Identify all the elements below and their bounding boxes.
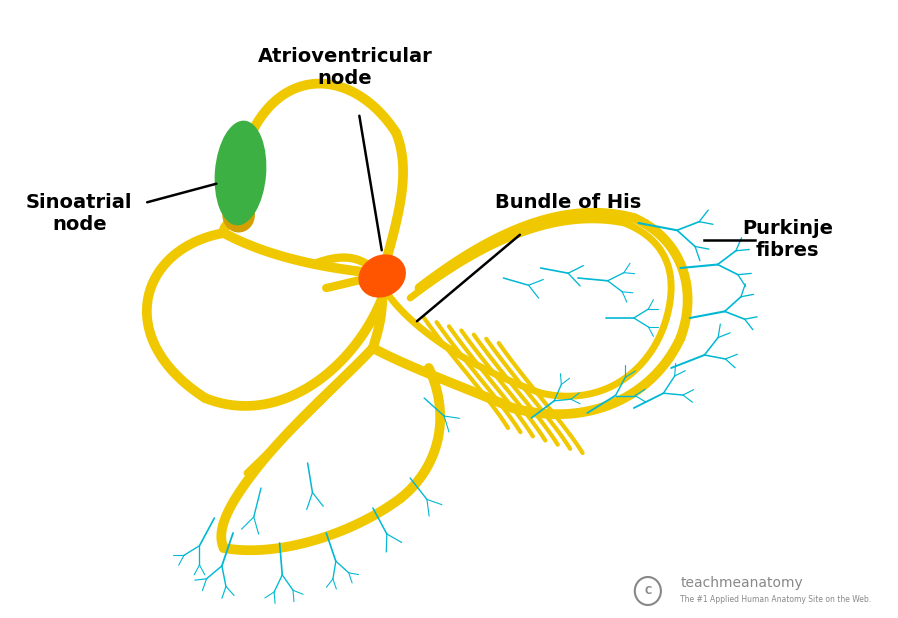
Text: teachmeanatomy: teachmeanatomy <box>681 576 803 590</box>
Text: The #1 Applied Human Anatomy Site on the Web.: The #1 Applied Human Anatomy Site on the… <box>681 596 872 604</box>
Text: Purkinje
fibres: Purkinje fibres <box>742 219 833 261</box>
Ellipse shape <box>223 198 255 232</box>
Text: C: C <box>644 586 651 596</box>
Text: Bundle of His: Bundle of His <box>496 193 642 213</box>
Ellipse shape <box>358 255 406 298</box>
Text: Sinoatrial
node: Sinoatrial node <box>26 192 133 234</box>
Text: Atrioventricular
node: Atrioventricular node <box>258 48 432 88</box>
Ellipse shape <box>215 121 267 226</box>
